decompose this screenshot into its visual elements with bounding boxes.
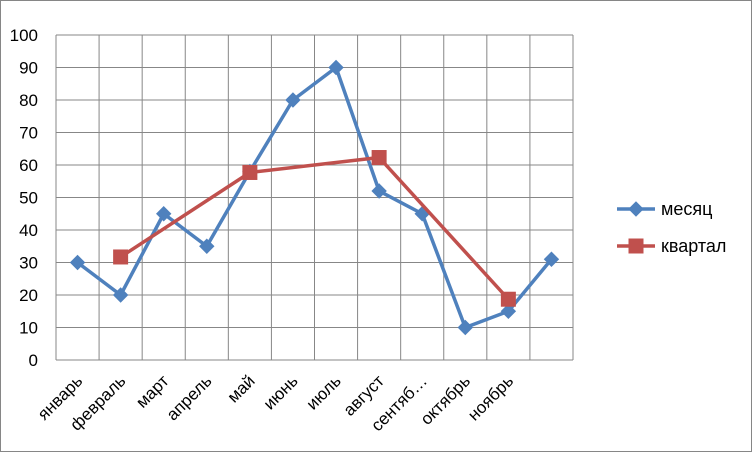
data-point	[371, 183, 387, 199]
y-tick-label: 40	[19, 221, 38, 240]
legend-label: квартал	[661, 236, 726, 256]
data-point	[285, 92, 301, 108]
data-point	[457, 319, 473, 336]
y-tick-label: 30	[19, 254, 38, 273]
legend-marker	[628, 238, 644, 254]
y-axis-ticks: 0 10 20 30 40 50 60 70 80 90 100	[10, 26, 38, 370]
y-tick-label: 90	[19, 59, 38, 78]
data-point	[112, 287, 129, 303]
data-point	[328, 59, 344, 76]
legend-label: месяц	[661, 199, 712, 219]
y-tick-label: 10	[19, 319, 38, 338]
data-point	[242, 164, 258, 180]
x-tick-label: май	[224, 371, 259, 406]
y-tick-label: 70	[19, 124, 38, 143]
series-month	[69, 59, 560, 336]
series-quarter	[113, 150, 516, 307]
x-tick-label: июнь	[260, 371, 302, 413]
legend-item: месяц	[617, 199, 712, 219]
data-point	[500, 303, 517, 319]
y-tick-label: 50	[19, 189, 38, 208]
series-line	[119, 155, 510, 301]
data-point	[156, 206, 172, 222]
x-tick-label: июль	[303, 371, 345, 413]
gridlines	[55, 34, 574, 361]
data-point	[113, 249, 129, 265]
data-point	[199, 238, 215, 254]
series-line	[76, 65, 553, 330]
y-tick-label: 60	[19, 156, 38, 175]
data-point	[500, 291, 516, 307]
series-group	[69, 59, 560, 336]
x-tick-label: ноябрь	[464, 371, 517, 424]
x-tick-label: апрель	[163, 371, 216, 424]
legend-marker	[628, 201, 644, 217]
legend-item: квартал	[617, 236, 726, 256]
y-tick-label: 0	[29, 351, 38, 370]
y-tick-label: 20	[19, 286, 38, 305]
data-point	[371, 150, 387, 166]
y-tick-label: 100	[10, 26, 38, 45]
data-point	[543, 251, 560, 267]
data-point	[69, 254, 86, 271]
y-tick-label: 80	[19, 91, 38, 110]
legend: месяц квартал	[617, 199, 726, 256]
